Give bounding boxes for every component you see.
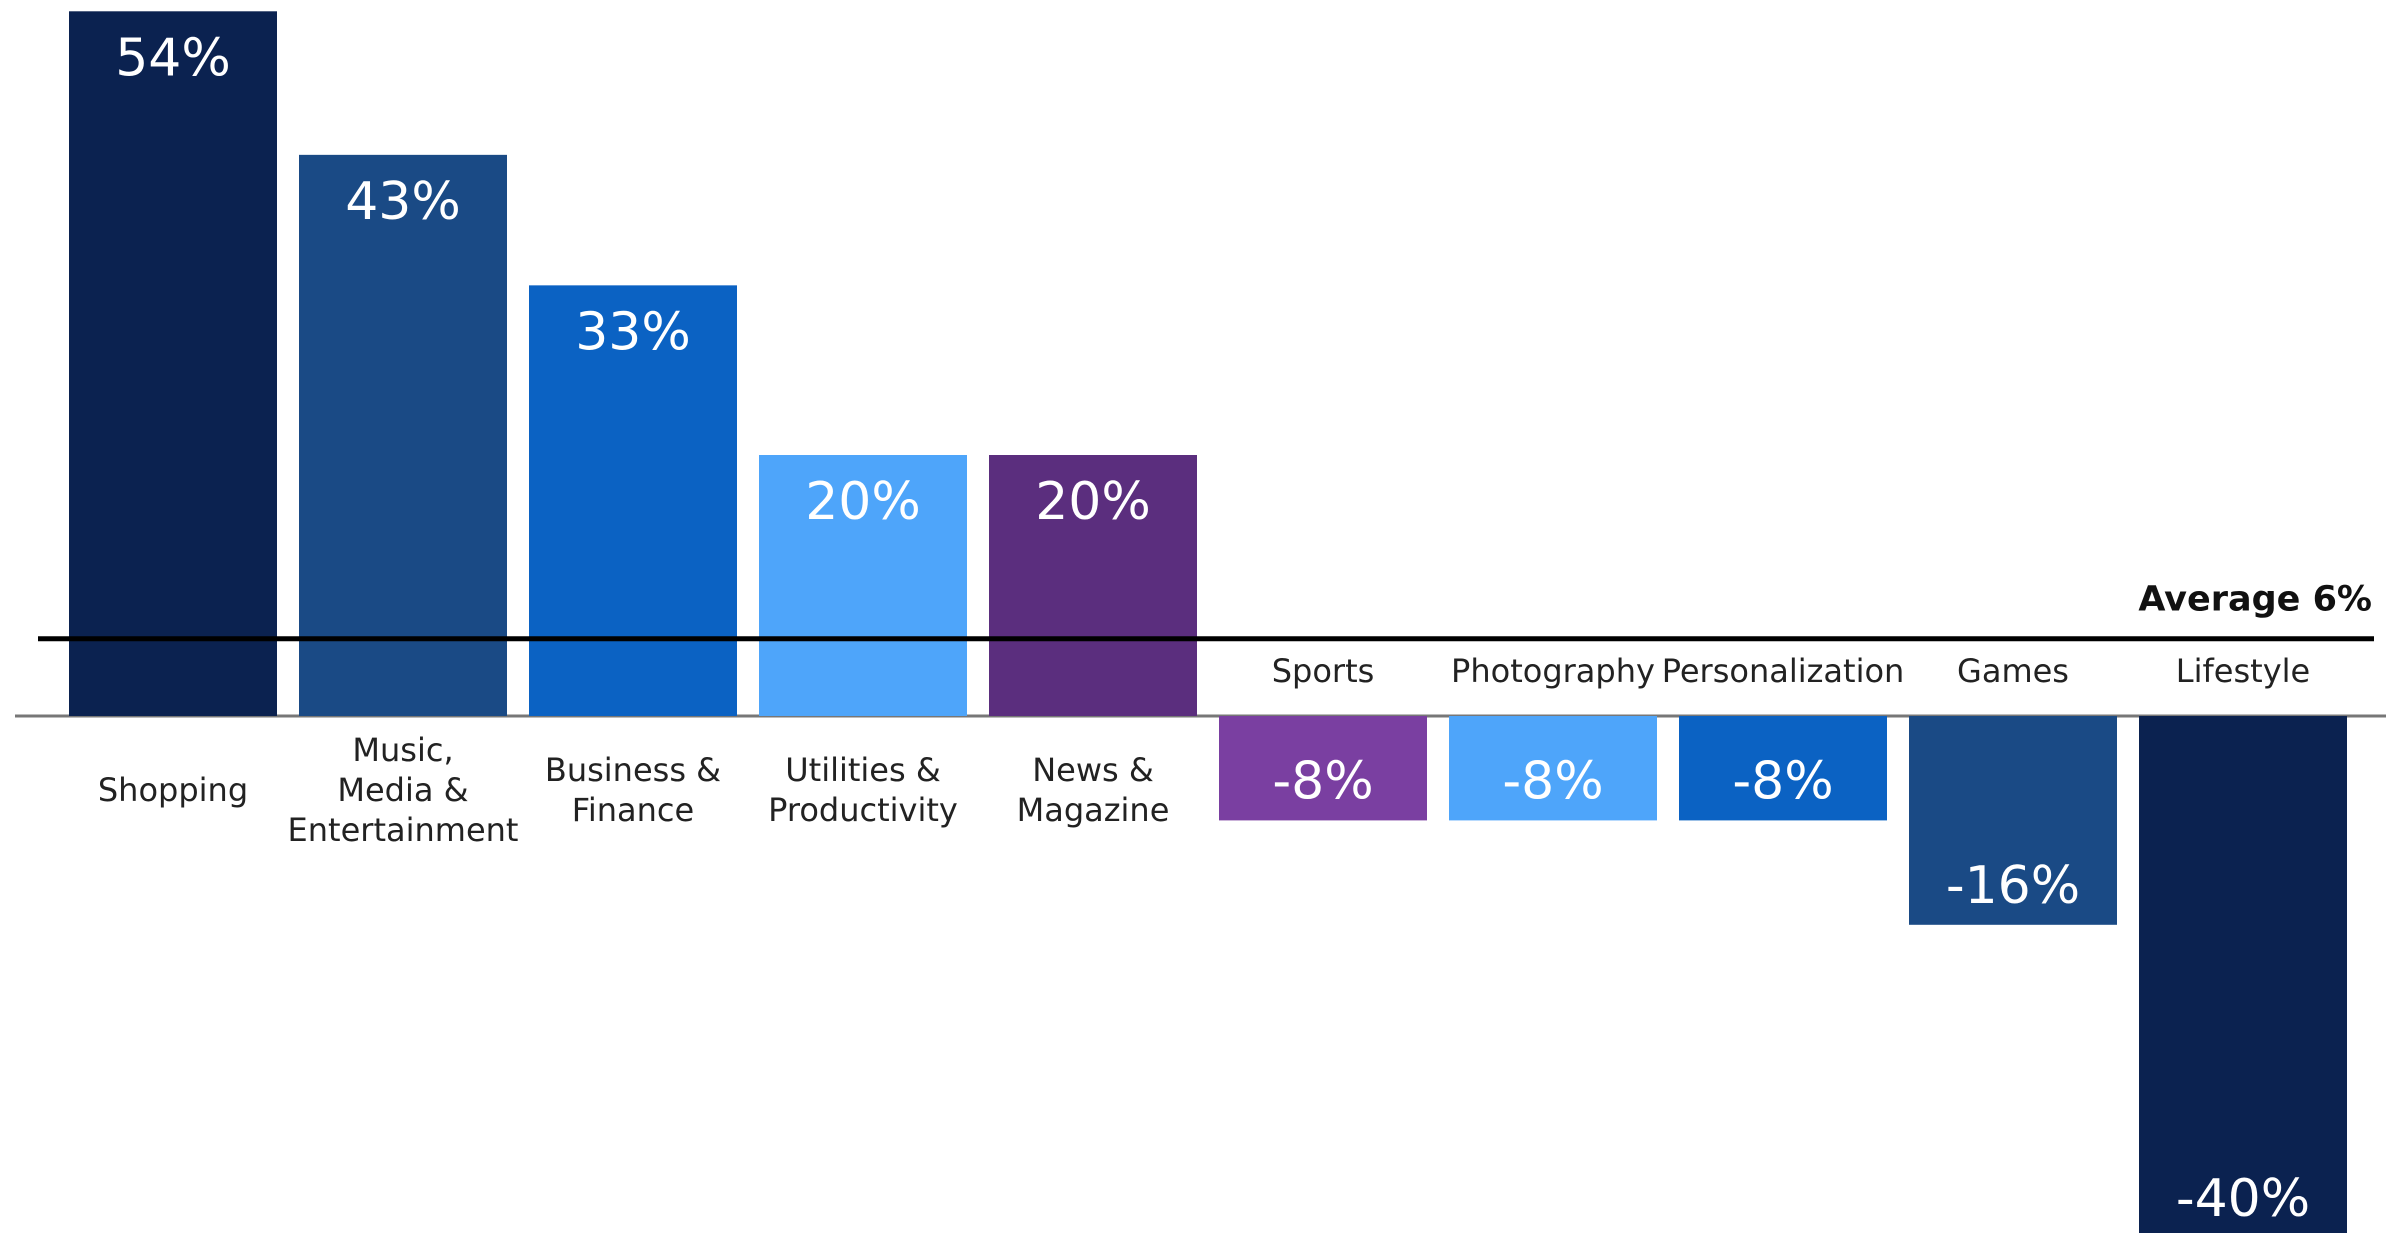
category-label-games: Games [1957, 652, 2069, 690]
bar-utilities-productivity [759, 455, 967, 716]
bars-group [69, 11, 2347, 1233]
category-label-business-finance: Business & Finance [545, 751, 721, 829]
labels-group: 54% Shopping 43% Music, Media & Entertainment… [98, 28, 2310, 1229]
value-label-music-media-entertainment: 43% [345, 172, 461, 232]
value-label-games: -16% [1946, 856, 2080, 916]
value-label-news-magazine: 20% [1035, 472, 1151, 532]
bar-music-media-entertainment [299, 154, 507, 717]
category-label-lifestyle: Lifestyle [2176, 652, 2310, 690]
value-label-sports: -8% [1272, 751, 1373, 811]
value-label-shopping: 54% [115, 28, 231, 88]
value-label-personalization: -8% [1732, 751, 1833, 811]
bar-news-magazine [989, 455, 1197, 716]
category-label-sports: Sports [1272, 652, 1375, 690]
bar-games [1909, 716, 2117, 925]
average-label: Average 6% [2138, 580, 2372, 620]
bar-shopping [69, 11, 277, 717]
value-label-lifestyle: -40% [2176, 1169, 2310, 1229]
bar-sports [1219, 716, 1427, 821]
category-label-photography: Photography [1451, 652, 1655, 690]
category-label-news-magazine: News & Magazine [1017, 751, 1170, 829]
value-label-photography: -8% [1502, 751, 1603, 811]
bar-personalization [1679, 716, 1887, 821]
category-label-music-media-entertainment: Music, Media & Entertainment [288, 731, 519, 849]
category-label-shopping: Shopping [98, 771, 248, 809]
bar-lifestyle [2139, 716, 2347, 1233]
bar-photography [1449, 716, 1657, 821]
bar-business-finance [529, 285, 737, 716]
category-label-personalization: Personalization [1662, 652, 1905, 690]
value-label-utilities-productivity: 20% [805, 472, 921, 532]
value-label-business-finance: 33% [575, 302, 691, 362]
category-label-utilities-productivity: Utilities & Productivity [768, 751, 958, 829]
